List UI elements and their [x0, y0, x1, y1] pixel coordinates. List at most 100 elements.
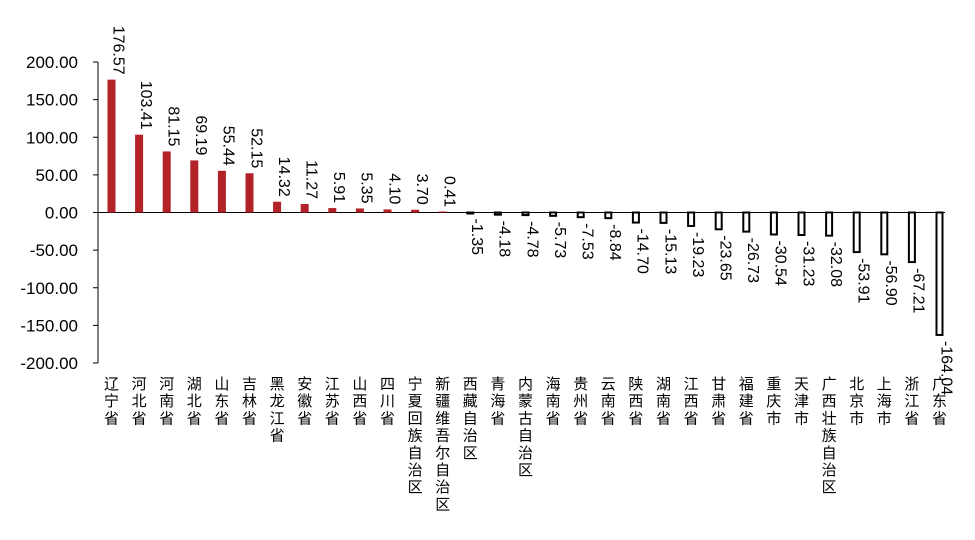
bar: [549, 211, 558, 217]
x-tick-label: 宁夏回族自治区: [408, 375, 423, 496]
bar: [907, 211, 916, 264]
x-tick-label: 上海市: [877, 375, 892, 427]
x-tick-label: 青海省: [490, 375, 505, 427]
bar: [521, 211, 530, 217]
x-tick-label: 云南省: [601, 375, 616, 427]
bar: [300, 204, 309, 213]
bar: [107, 79, 116, 213]
data-label: -26.73: [744, 238, 761, 283]
value-labels-group: 176.57 103.41 81.15 69.19 55.44 52.15 14.32 11.…: [109, 26, 954, 396]
bar: [825, 211, 834, 237]
data-label: -31.23: [799, 241, 816, 286]
x-tick-label: 陕西省: [628, 375, 643, 427]
y-tick-label: 200.00: [26, 53, 78, 72]
bar: [659, 211, 668, 224]
x-tick-label: 北京市: [849, 375, 864, 427]
bar: [769, 211, 778, 236]
data-label: -32.08: [827, 242, 844, 287]
bar: [438, 211, 447, 213]
bar: [162, 151, 171, 213]
bar: [411, 209, 420, 213]
x-tick-label: 贵州省: [573, 375, 588, 427]
data-label: 69.19: [192, 115, 209, 155]
data-label: 14.32: [275, 157, 292, 197]
data-label: -67.21: [910, 268, 927, 313]
x-tick-label: 天津市: [794, 375, 809, 427]
data-label: 103.41: [137, 81, 154, 130]
x-tick-label: 河北省: [132, 375, 147, 427]
category-labels-group: 辽宁省河北省河南省湖北省山东省吉林省黑龙江省安徽省江苏省山西省四川省宁夏回族自治…: [104, 375, 947, 513]
bar: [466, 211, 475, 215]
bar: [687, 211, 696, 227]
bar: [217, 170, 226, 213]
data-label: 5.91: [330, 172, 347, 203]
bar: [604, 211, 613, 220]
bars-group: [107, 79, 944, 336]
x-tick-label: 山西省: [352, 375, 367, 427]
bar: [880, 211, 889, 256]
y-tick-label: 100.00: [26, 128, 78, 147]
data-label: -4.78: [523, 221, 540, 258]
x-tick-label: 江苏省: [325, 375, 340, 427]
bar: [852, 211, 861, 254]
data-label: 176.57: [109, 26, 126, 75]
x-tick-label: 海南省: [546, 375, 561, 427]
data-label: 52.15: [247, 128, 264, 168]
data-label: -19.23: [689, 232, 706, 277]
bar: [190, 160, 199, 213]
data-label: -164.04: [937, 341, 954, 395]
y-tick-label: 150.00: [26, 91, 78, 110]
data-label: -23.65: [716, 235, 733, 280]
data-label: -56.90: [882, 260, 899, 305]
y-tick-label: -50.00: [30, 241, 78, 260]
x-tick-label: 安徽省: [297, 375, 312, 427]
data-label: -8.84: [606, 224, 623, 261]
data-label: -7.53: [578, 223, 595, 260]
y-tick-label: -100.00: [20, 279, 78, 298]
x-tick-label: 重庆市: [766, 375, 781, 427]
bar: [355, 208, 364, 213]
x-tick-label: 辽宁省: [104, 375, 119, 427]
data-label: 4.10: [385, 173, 402, 204]
data-label: 55.44: [220, 126, 237, 166]
data-label: -15.13: [661, 229, 678, 274]
y-axis: 200.00 150.00 100.00 50.00 0.00 -50.00 -100.00…: [20, 53, 945, 373]
bar: [135, 134, 144, 213]
x-tick-label: 湖北省: [187, 375, 202, 427]
bar: [328, 208, 337, 213]
bar: [245, 173, 254, 213]
data-label: -30.54: [772, 240, 789, 285]
bar: [493, 211, 502, 216]
x-tick-label: 内蒙古自治区: [518, 375, 533, 479]
data-label: -4.18: [496, 221, 513, 258]
x-tick-label: 黑龙江省: [270, 375, 285, 445]
x-tick-label: 广西壮族自治区: [822, 375, 837, 496]
data-label: 0.41: [440, 176, 457, 207]
data-label: -5.73: [551, 222, 568, 259]
data-label: -1.35: [468, 219, 485, 256]
x-tick-label: 江西省: [684, 375, 699, 427]
data-label: -53.91: [854, 258, 871, 303]
x-tick-label: 广东省: [932, 375, 947, 427]
y-tick-label: -150.00: [20, 316, 78, 335]
bar: [797, 211, 806, 237]
x-tick-label: 四川省: [380, 375, 395, 427]
x-tick-label: 浙江省: [904, 375, 919, 427]
data-label: 11.27: [302, 160, 319, 199]
x-tick-label: 河南省: [159, 375, 174, 427]
x-tick-label: 吉林省: [242, 375, 257, 427]
data-label: -14.70: [634, 229, 651, 274]
data-label: 5.35: [358, 172, 375, 203]
x-tick-label: 西藏自治区: [463, 375, 478, 462]
x-tick-label: 福建省: [739, 375, 754, 427]
bar: [742, 211, 751, 233]
data-label: 81.15: [164, 106, 181, 146]
x-tick-label: 新疆维吾尔自治区: [435, 375, 450, 513]
bar: [714, 211, 723, 231]
x-tick-label: 湖南省: [656, 375, 671, 427]
bar: [273, 201, 282, 213]
y-tick-label: -200.00: [20, 354, 78, 373]
bar: [383, 209, 392, 213]
bar: [935, 211, 944, 336]
